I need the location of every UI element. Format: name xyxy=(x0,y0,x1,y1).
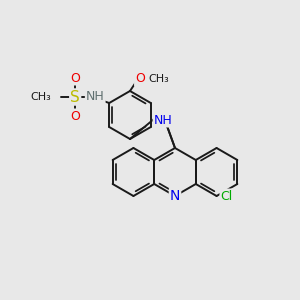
Text: NH: NH xyxy=(86,91,105,103)
Text: N: N xyxy=(170,189,180,203)
Text: Cl: Cl xyxy=(220,190,233,202)
Text: O: O xyxy=(70,71,80,85)
Text: O: O xyxy=(70,110,80,122)
Text: S: S xyxy=(70,89,80,104)
Text: CH₃: CH₃ xyxy=(148,74,169,84)
Text: CH₃: CH₃ xyxy=(31,92,51,102)
Text: NH: NH xyxy=(154,113,172,127)
Text: O: O xyxy=(135,73,145,85)
